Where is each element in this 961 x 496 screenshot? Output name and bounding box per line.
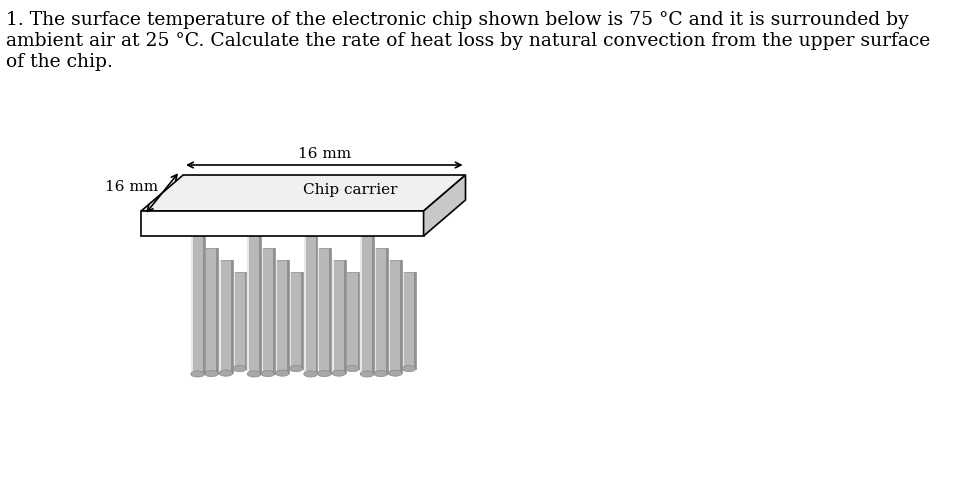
Ellipse shape <box>360 371 374 377</box>
Polygon shape <box>231 260 233 373</box>
Polygon shape <box>216 248 218 373</box>
Ellipse shape <box>205 371 218 376</box>
Polygon shape <box>360 236 374 374</box>
Ellipse shape <box>304 371 317 377</box>
Polygon shape <box>273 248 275 373</box>
Ellipse shape <box>247 371 261 377</box>
Polygon shape <box>360 236 362 374</box>
Text: 16 mm: 16 mm <box>298 147 351 161</box>
Polygon shape <box>401 260 403 373</box>
Polygon shape <box>219 260 233 373</box>
Text: 1. The surface temperature of the electronic chip shown below is 75 °C and it is: 1. The surface temperature of the electr… <box>7 11 930 70</box>
Polygon shape <box>247 236 261 374</box>
Polygon shape <box>233 272 234 369</box>
Polygon shape <box>403 272 416 369</box>
Polygon shape <box>374 248 376 373</box>
Polygon shape <box>374 248 387 373</box>
Polygon shape <box>205 248 218 373</box>
Polygon shape <box>301 272 303 369</box>
Polygon shape <box>424 175 465 236</box>
Ellipse shape <box>346 366 359 372</box>
Polygon shape <box>330 248 332 373</box>
Polygon shape <box>219 260 221 373</box>
Ellipse shape <box>289 366 303 372</box>
Polygon shape <box>261 248 262 373</box>
Polygon shape <box>332 260 346 373</box>
Polygon shape <box>259 236 261 374</box>
Polygon shape <box>141 211 424 236</box>
Ellipse shape <box>317 371 332 376</box>
Polygon shape <box>414 272 416 369</box>
Polygon shape <box>386 248 387 373</box>
Ellipse shape <box>219 370 233 376</box>
Polygon shape <box>304 236 317 374</box>
Ellipse shape <box>374 371 387 376</box>
Polygon shape <box>141 175 465 211</box>
Polygon shape <box>191 236 192 374</box>
Polygon shape <box>245 272 246 369</box>
Polygon shape <box>346 272 348 369</box>
Polygon shape <box>287 260 289 373</box>
Polygon shape <box>247 236 249 374</box>
Ellipse shape <box>233 366 246 372</box>
Polygon shape <box>346 272 359 369</box>
Ellipse shape <box>276 370 289 376</box>
Polygon shape <box>372 236 374 374</box>
Ellipse shape <box>388 370 403 376</box>
Polygon shape <box>233 272 246 369</box>
Polygon shape <box>289 272 291 369</box>
Ellipse shape <box>332 370 346 376</box>
Polygon shape <box>203 236 205 374</box>
Polygon shape <box>388 260 403 373</box>
Ellipse shape <box>403 366 416 372</box>
Polygon shape <box>304 236 306 374</box>
Polygon shape <box>344 260 346 373</box>
Polygon shape <box>403 272 404 369</box>
Polygon shape <box>205 248 207 373</box>
Ellipse shape <box>191 371 205 377</box>
Text: 16 mm: 16 mm <box>105 180 158 194</box>
Polygon shape <box>317 248 332 373</box>
Polygon shape <box>316 236 317 374</box>
Polygon shape <box>317 248 319 373</box>
Polygon shape <box>289 272 303 369</box>
Polygon shape <box>191 236 205 374</box>
Polygon shape <box>276 260 278 373</box>
Polygon shape <box>332 260 333 373</box>
Text: Chip carrier: Chip carrier <box>303 183 397 197</box>
Ellipse shape <box>261 371 275 376</box>
Polygon shape <box>357 272 359 369</box>
Polygon shape <box>261 248 275 373</box>
Polygon shape <box>276 260 289 373</box>
Polygon shape <box>388 260 390 373</box>
